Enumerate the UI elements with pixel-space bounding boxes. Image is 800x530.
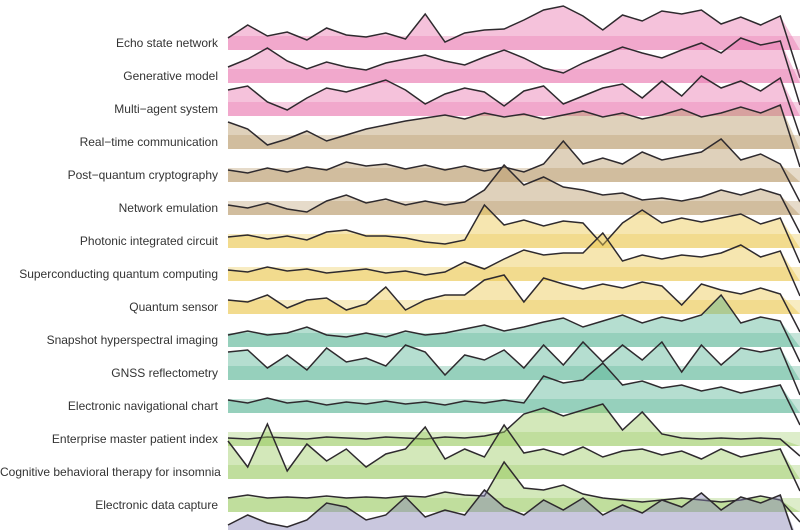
- ridge-row-15: [227, 460, 800, 523]
- ridge-line: [227, 274, 800, 333]
- ridge-line: [227, 203, 800, 264]
- ridge-band: [228, 300, 800, 314]
- ridge-line: [227, 231, 800, 297]
- ridge-row-10: [227, 293, 800, 363]
- ridge-line: [227, 163, 800, 234]
- ridge-row-2: [227, 37, 800, 106]
- ridge-line: [227, 403, 800, 457]
- ridge-row-6: [227, 163, 800, 234]
- ridge-area: [228, 139, 800, 182]
- ridge-row-3: [227, 75, 800, 137]
- ridge-band: [228, 498, 800, 512]
- ridge-band: [228, 333, 800, 347]
- ridge-area: [228, 462, 800, 512]
- ridge-row-11: [227, 340, 800, 396]
- ridge-area: [228, 38, 800, 83]
- ridge-row-8: [227, 231, 800, 297]
- ridge-line: [227, 75, 800, 137]
- ridge-line: [227, 103, 800, 168]
- ridge-row-14: [227, 422, 800, 492]
- ridge-band: [228, 201, 800, 215]
- ridge-line: [227, 422, 800, 492]
- ridge-area: [228, 233, 800, 281]
- ridge-area: [228, 363, 800, 413]
- ridge-band: [228, 69, 800, 83]
- ridge-line: [227, 37, 800, 106]
- ridge-band: [228, 135, 800, 149]
- ridge-row-1: [227, 5, 800, 79]
- ridge-line: [227, 293, 800, 363]
- ridge-line: [227, 488, 793, 530]
- ridge-line: [227, 340, 800, 396]
- ridge-band: [228, 366, 800, 380]
- ridge-area: [228, 275, 800, 314]
- ridge-row-9: [227, 274, 800, 333]
- ridge-band: [228, 465, 800, 479]
- ridge-band: [228, 234, 800, 248]
- ridge-band: [228, 36, 800, 50]
- ridge-line: [227, 361, 800, 426]
- ridge-area: [228, 424, 800, 479]
- ridge-band: [228, 102, 800, 116]
- ridge-row-12: [227, 361, 800, 426]
- ridge-row-13: [227, 403, 800, 457]
- ridge-row-16: [227, 488, 795, 530]
- ridge-line: [227, 460, 800, 523]
- ridge-area: [228, 205, 800, 248]
- ridge-row-4: [227, 103, 800, 168]
- ridge-line: [227, 138, 800, 203]
- ridge-area: [228, 342, 800, 380]
- ridge-row-7: [227, 203, 800, 264]
- ridge-area: [228, 6, 800, 50]
- ridge-line: [227, 5, 800, 79]
- ridge-area: [228, 404, 800, 446]
